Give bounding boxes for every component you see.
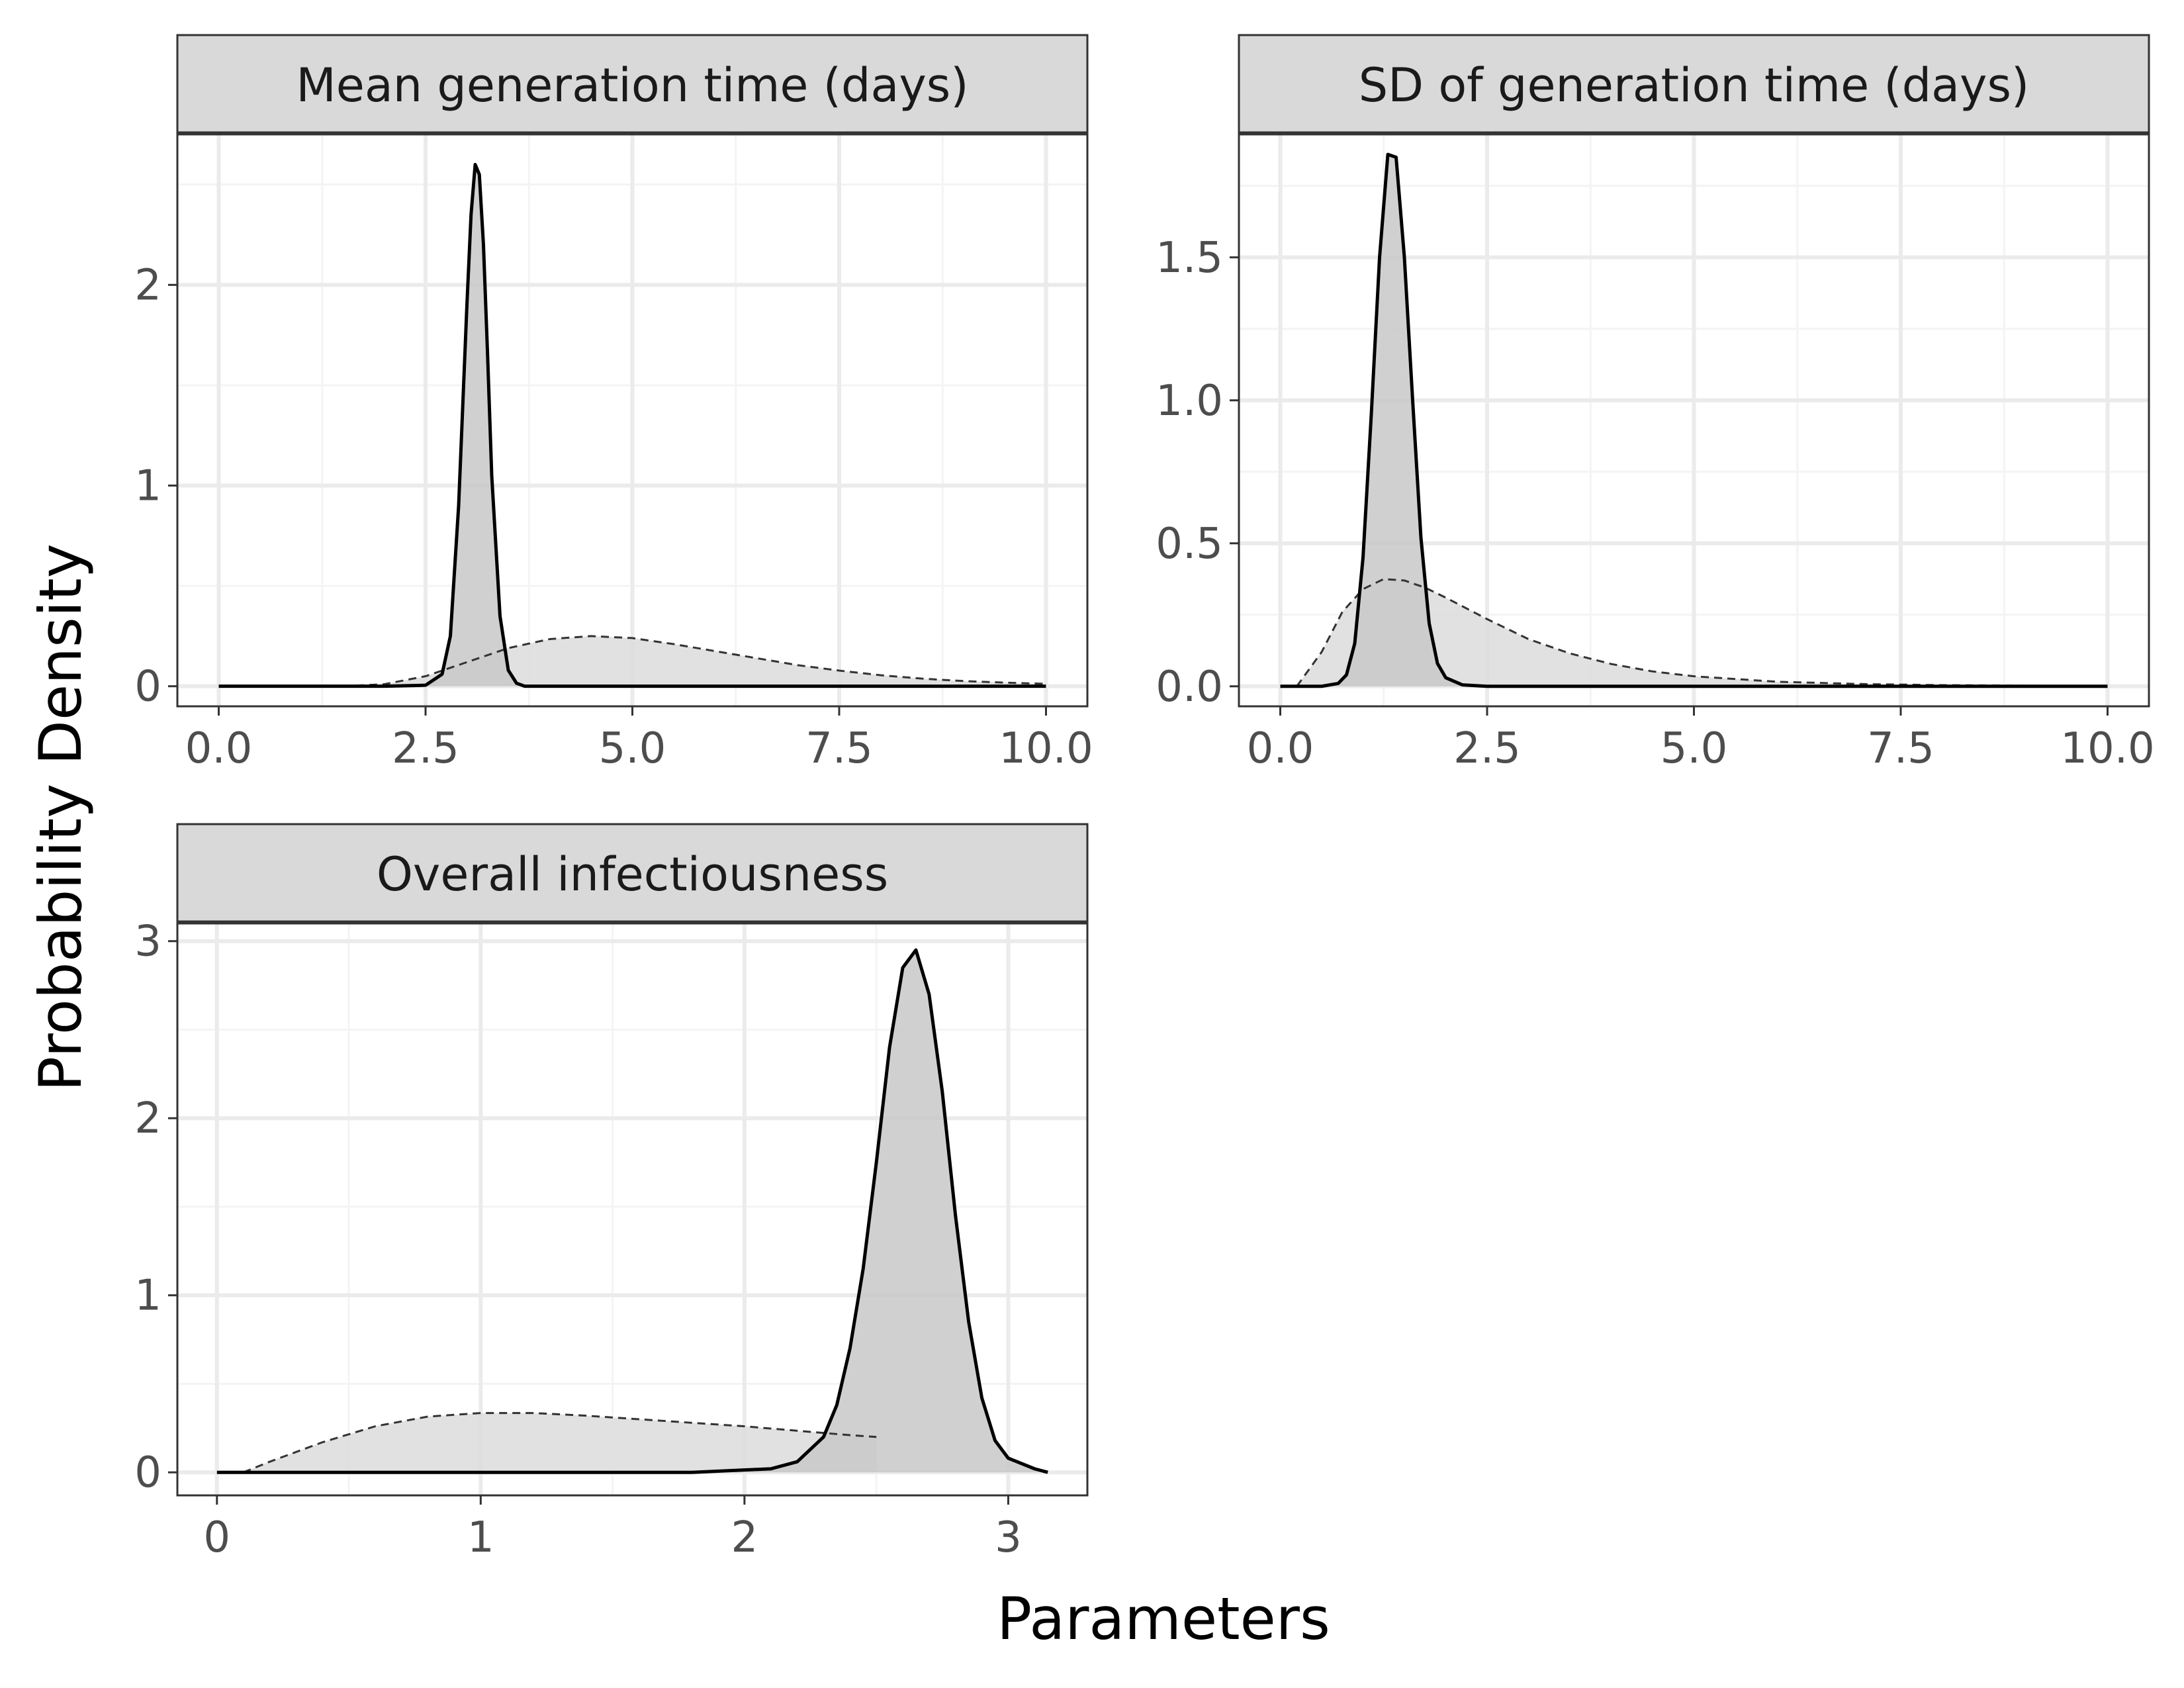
y-tick-label: 1 [134, 1272, 161, 1321]
x-tick-label: 0 [203, 1513, 230, 1562]
x-tick-label: 0.0 [185, 724, 253, 773]
x-axis: 0.0 2.5 5.0 7.5 10.0 [185, 706, 1093, 773]
y-tick-label: 1 [134, 462, 161, 511]
y-tick-label: 0 [134, 1448, 161, 1497]
prior-density-area [243, 1413, 877, 1473]
y-axis-title: Probability Density [26, 543, 95, 1092]
panel-1: Mean generation time (days) 0.0 2.5 5.0 7.5 1… [134, 34, 1093, 773]
y-axis: 0 1 2 [134, 261, 177, 712]
posterior-density-line [216, 948, 1048, 1474]
y-tick-label: 2 [134, 1094, 161, 1143]
facet-strip-title: Overall infectiousness [377, 847, 888, 902]
x-tick-label: 2.5 [392, 724, 459, 773]
x-tick-label: 5.0 [1661, 724, 1728, 773]
x-axis-title: Parameters [997, 1585, 1330, 1653]
posterior-density-line [218, 162, 1046, 688]
x-axis: 0 1 2 3 [203, 1495, 1022, 1562]
y-tick-label: 1.0 [1156, 377, 1223, 426]
facet-strip-title: SD of generation time (days) [1359, 58, 2030, 113]
y-axis: 0 1 2 3 [134, 917, 177, 1497]
panel-3: Overall infectiousness 0 1 2 3 0 1 2 3 [134, 823, 1089, 1562]
x-axis: 0.0 2.5 5.0 7.5 10.0 [1247, 706, 2155, 773]
x-tick-label: 1 [467, 1513, 494, 1562]
x-tick-label: 2.5 [1453, 724, 1521, 773]
x-tick-label: 3 [995, 1513, 1022, 1562]
prior-density-area [343, 635, 1046, 686]
posterior-density-line [1280, 152, 2108, 688]
y-tick-label: 0.0 [1156, 663, 1223, 712]
prior-density-line [342, 635, 1046, 688]
prior-density-line [243, 1412, 877, 1474]
y-tick-label: 3 [134, 917, 161, 966]
prior-density-area [1297, 579, 2108, 686]
panel-2: SD of generation time (days) 0.0 2.5 5.0 7.5… [1156, 34, 2155, 773]
facet-strip [176, 823, 1089, 925]
y-axis: 0.0 0.5 1.0 1.5 [1156, 234, 1239, 712]
x-tick-label: 2 [731, 1513, 758, 1562]
posterior-density-area [216, 950, 1048, 1473]
facet-strip [1238, 34, 2150, 136]
y-tick-label: 0 [134, 663, 161, 712]
facet-strip-title: Mean generation time (days) [296, 58, 968, 113]
x-tick-label: 0.0 [1247, 724, 1314, 773]
facet-strip [176, 34, 1089, 136]
posterior-density-area [1280, 154, 2108, 686]
y-tick-label: 2 [134, 261, 161, 310]
y-tick-label: 0.5 [1156, 520, 1223, 569]
x-tick-label: 7.5 [1867, 724, 1934, 773]
x-tick-label: 5.0 [599, 724, 666, 773]
x-tick-label: 10.0 [2060, 724, 2155, 773]
panels-group: Mean generation time (days) 0.0 2.5 5.0 7.5 1… [134, 34, 2155, 1562]
x-tick-label: 10.0 [999, 724, 1093, 773]
x-tick-label: 7.5 [805, 724, 873, 773]
y-tick-label: 1.5 [1156, 234, 1223, 283]
